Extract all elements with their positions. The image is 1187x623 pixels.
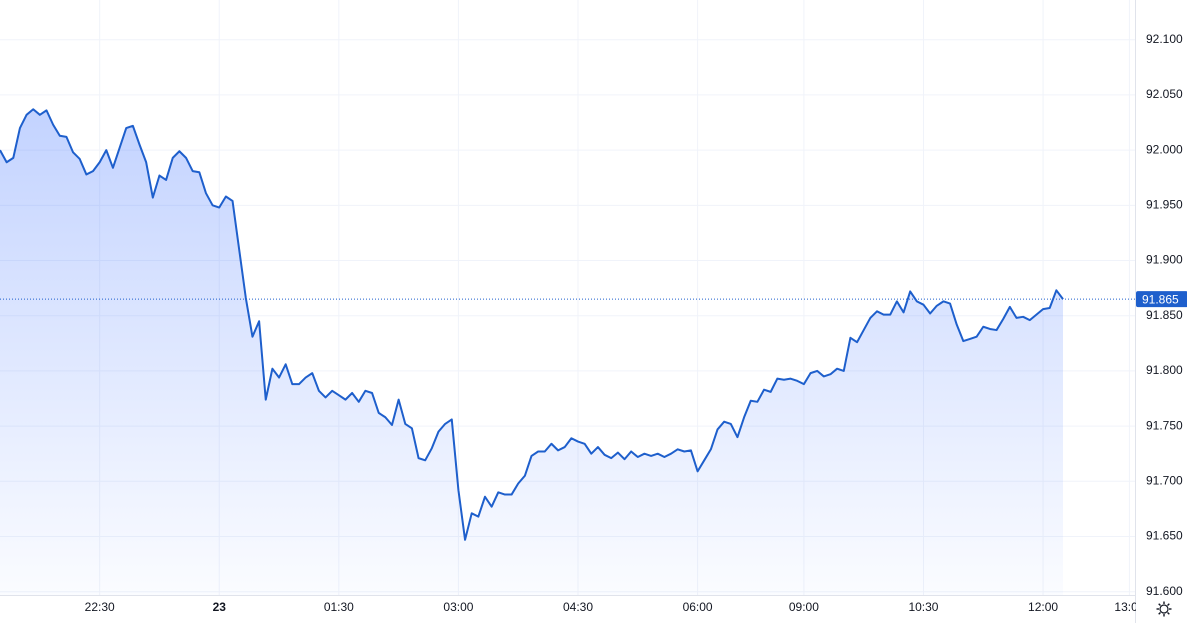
price-line <box>0 108 1064 541</box>
x-tick-label: 01:30 <box>324 600 354 614</box>
settings-icon-tooth <box>1158 603 1161 606</box>
axis-panel <box>1135 0 1187 623</box>
x-tick-label: 04:30 <box>563 600 593 614</box>
area-fill <box>0 109 1063 595</box>
x-tick-label: 03:00 <box>443 600 473 614</box>
x-tick-label: 10:30 <box>908 600 938 614</box>
y-tick-label: 92.100 <box>1146 32 1183 46</box>
axis-panel <box>1136 596 1187 623</box>
settings-icon[interactable] <box>1156 601 1172 617</box>
y-tick-label: 91.750 <box>1146 418 1183 432</box>
x-tick-label: 09:00 <box>789 600 819 614</box>
settings-icon-tooth <box>1158 612 1161 615</box>
y-tick-label: 91.800 <box>1146 363 1183 377</box>
y-tick-label: 91.900 <box>1146 253 1183 267</box>
x-tick-label: 22:30 <box>85 600 115 614</box>
y-tick-label: 92.050 <box>1146 87 1183 101</box>
y-tick-label: 91.650 <box>1146 529 1183 543</box>
y-tick-label: 91.950 <box>1146 197 1183 211</box>
last-price-box <box>1136 291 1187 308</box>
y-tick-label: 91.850 <box>1146 308 1183 322</box>
last-price-label: 91.865 <box>1142 292 1179 306</box>
settings-icon-tooth <box>1167 603 1170 606</box>
settings-icon-ring <box>1159 604 1169 614</box>
x-tick-label: 12:00 <box>1028 600 1058 614</box>
axis-panel <box>0 595 1135 623</box>
y-tick-label: 91.600 <box>1146 584 1183 598</box>
y-tick-label: 91.700 <box>1146 473 1183 487</box>
y-tick-label: 92.000 <box>1146 142 1183 156</box>
x-tick-label: 23 <box>213 600 227 614</box>
settings-icon-tooth <box>1167 612 1170 615</box>
x-tick-label: 06:00 <box>683 600 713 614</box>
